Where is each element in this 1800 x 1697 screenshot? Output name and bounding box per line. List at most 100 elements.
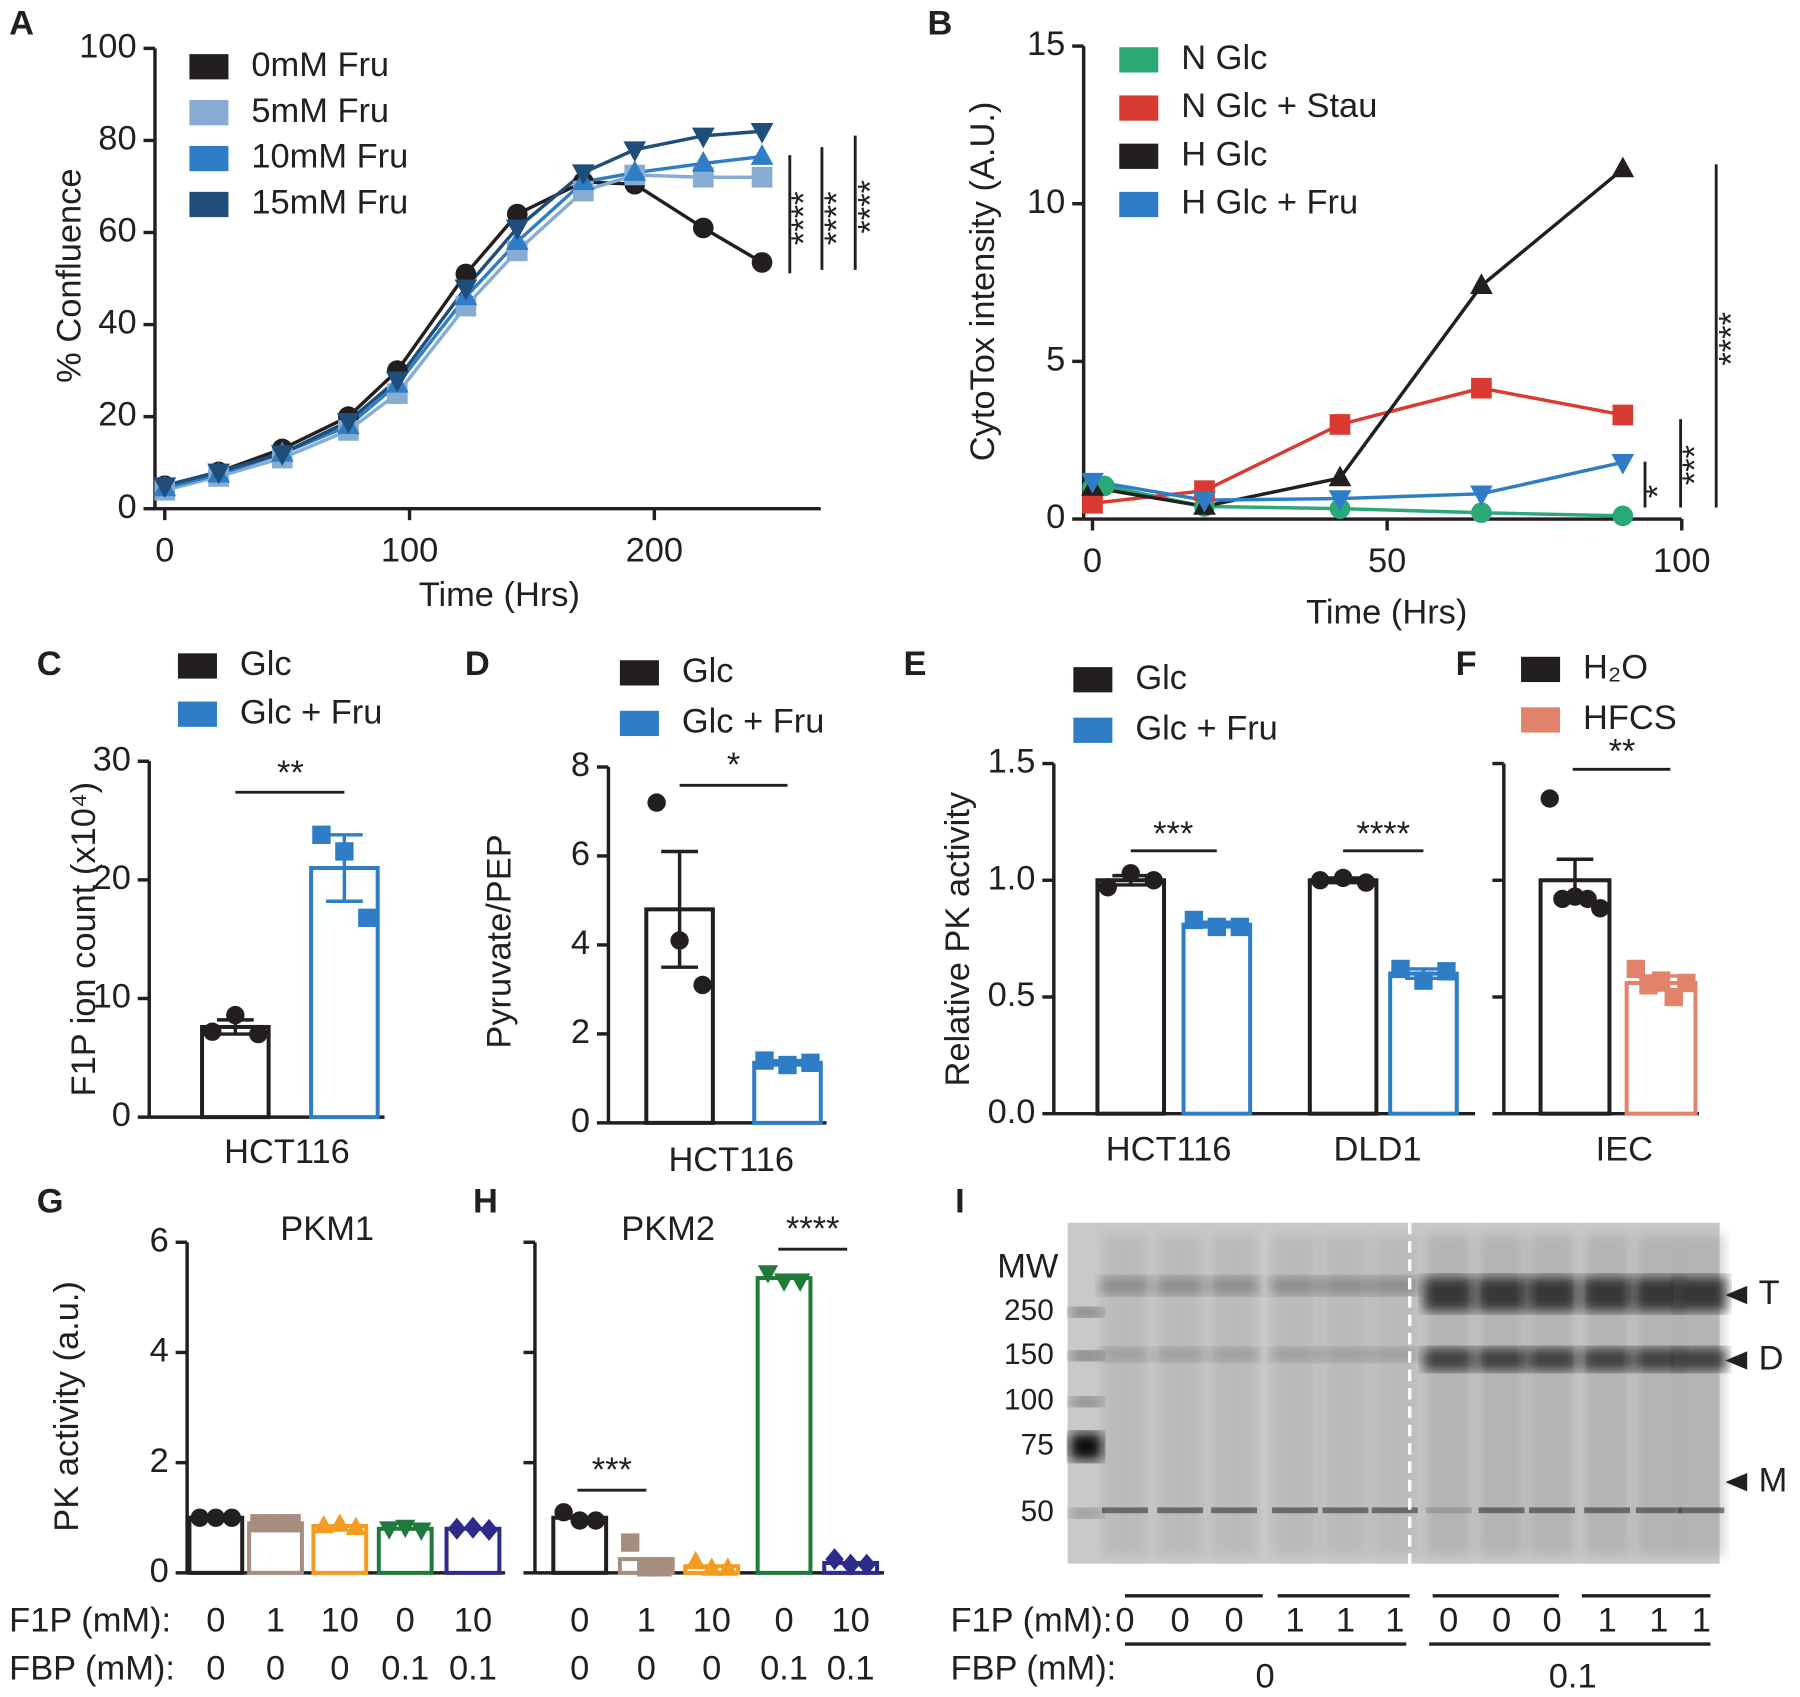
x-tick-label: HCT116 xyxy=(224,1133,350,1171)
data-point xyxy=(653,1558,672,1577)
data-point xyxy=(692,166,714,188)
panel-label: F xyxy=(1456,645,1477,683)
condition-value: 0 xyxy=(774,1601,793,1639)
data-point xyxy=(206,1508,225,1527)
gel-band xyxy=(1369,1347,1421,1362)
data-point xyxy=(757,1265,779,1284)
condition-value: 1 xyxy=(266,1601,285,1639)
panel-label: E xyxy=(903,645,926,683)
bar xyxy=(1095,878,1167,1116)
data-point xyxy=(755,1051,774,1070)
gel-band xyxy=(1423,1276,1474,1312)
legend-swatch xyxy=(189,145,229,172)
data-point xyxy=(701,1557,722,1576)
legend-label: 15mM Fru xyxy=(251,184,408,222)
panel-label: H xyxy=(473,1182,498,1220)
data-point xyxy=(1230,917,1249,937)
legend-label: N Glc + Stau xyxy=(1181,87,1377,125)
y-tick-label: 0 xyxy=(1046,498,1065,536)
bar xyxy=(752,1060,823,1125)
data-point xyxy=(312,825,331,844)
x-tick-label: HCT116 xyxy=(1106,1131,1232,1169)
condition-value: 0.1 xyxy=(760,1650,808,1688)
data-point xyxy=(1329,414,1351,435)
data-point xyxy=(1391,959,1410,979)
data-point xyxy=(379,1521,400,1540)
data-point xyxy=(1356,873,1376,892)
gel-band xyxy=(1099,1276,1151,1296)
y-axis-label: CytoTox intensity (A.U.) xyxy=(964,102,1002,462)
legend-swatch xyxy=(177,701,217,727)
y-tick-label: 8 xyxy=(571,746,590,784)
data-point xyxy=(1437,962,1456,981)
x-tick-label: 100 xyxy=(381,531,438,569)
bar xyxy=(1538,878,1612,1116)
condition-value: 0 xyxy=(1171,1601,1190,1639)
gel-band xyxy=(1208,1347,1260,1362)
x-tick-label: DLD1 xyxy=(1334,1131,1422,1169)
data-point xyxy=(1540,789,1559,808)
y-tick-label: 15 xyxy=(1027,25,1065,63)
ladder-band xyxy=(1069,1307,1103,1317)
data-point xyxy=(1328,490,1352,511)
condition-value: 10 xyxy=(831,1601,869,1639)
data-point xyxy=(1612,505,1634,527)
data-point xyxy=(313,1515,334,1534)
condition-value: 0 xyxy=(206,1650,225,1688)
legend-swatch xyxy=(1073,667,1113,693)
data-point xyxy=(693,975,712,995)
legend-label: H Glc xyxy=(1181,135,1267,173)
y-axis-label: % Confluence xyxy=(50,169,88,383)
data-point xyxy=(329,1513,350,1532)
y-tick-label: 4 xyxy=(571,924,590,962)
data-point xyxy=(1310,871,1330,890)
significance-label: ** xyxy=(1609,732,1636,770)
ladder-band xyxy=(1069,1397,1103,1407)
y-axis-label: F1P ion count (x10⁴) xyxy=(65,782,103,1097)
band-label: T xyxy=(1759,1274,1780,1312)
data-point xyxy=(857,1553,876,1576)
data-point xyxy=(637,1558,656,1577)
significance-label: * xyxy=(1639,485,1677,498)
data-point xyxy=(570,1511,589,1530)
significance-label: *** xyxy=(1676,445,1714,485)
gel-band xyxy=(1211,1507,1258,1514)
significance-label: **** xyxy=(1356,815,1410,853)
data-point xyxy=(1207,917,1227,937)
condition-value: 1 xyxy=(1692,1601,1711,1639)
ladder-label: 75 xyxy=(1021,1428,1054,1461)
data-point xyxy=(751,166,773,188)
panel-label: D xyxy=(465,645,490,683)
data-point xyxy=(266,1514,285,1533)
data-point xyxy=(336,412,360,434)
ladder-label: 50 xyxy=(1021,1495,1054,1528)
gel-band xyxy=(1678,1507,1725,1514)
data-point xyxy=(222,1508,242,1527)
condition-value: 10 xyxy=(693,1601,731,1639)
condition-value: 0 xyxy=(570,1650,589,1688)
legend-label: Glc + Fru xyxy=(1135,709,1277,747)
condition-value: 1 xyxy=(1598,1601,1617,1639)
legend-swatch xyxy=(1119,143,1159,169)
condition-label: FBP (mM): xyxy=(951,1650,1117,1688)
gel-band xyxy=(1529,1507,1575,1514)
legend-swatch xyxy=(1119,47,1159,73)
significance-label: *** xyxy=(1153,815,1193,853)
series-line xyxy=(164,173,763,492)
gel-band xyxy=(1269,1276,1321,1296)
condition-label: F1P (mM): xyxy=(951,1601,1113,1639)
x-axis-label: Time (Hrs) xyxy=(1306,593,1467,631)
gel-band xyxy=(1099,1347,1151,1362)
band-label: D xyxy=(1759,1340,1784,1378)
data-point xyxy=(717,1557,738,1576)
chart-title: PKM2 xyxy=(621,1210,715,1248)
data-point xyxy=(226,1005,245,1025)
band-label: M xyxy=(1759,1461,1788,1499)
y-tick-label: 0 xyxy=(150,1552,169,1590)
data-point xyxy=(647,793,666,812)
y-tick-label: 60 xyxy=(98,212,136,250)
y-tick-label: 4 xyxy=(150,1332,169,1370)
x-tick-label: 200 xyxy=(626,531,683,569)
bar xyxy=(1388,971,1459,1116)
gel-band xyxy=(1154,1276,1206,1296)
